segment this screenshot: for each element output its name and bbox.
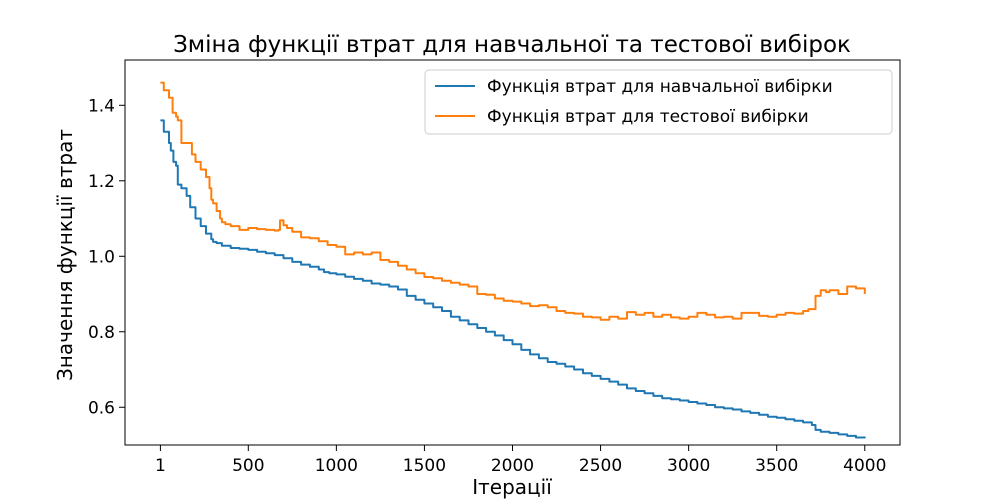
x-tick-label: 2000 <box>491 456 534 476</box>
y-tick-label: 0.8 <box>88 323 115 343</box>
y-tick-label: 0.6 <box>88 398 115 418</box>
x-tick-label: 3000 <box>667 456 710 476</box>
y-tick-label: 1.4 <box>88 96 115 116</box>
chart-title: Зміна функції втрат для навчальної та те… <box>173 32 851 58</box>
x-tick-label: 500 <box>232 456 264 476</box>
legend-box <box>424 69 893 135</box>
y-tick-label: 1.2 <box>88 172 115 192</box>
x-axis-label: Ітерації <box>472 475 552 499</box>
y-tick-label: 1.0 <box>88 247 115 267</box>
y-axis-label: Значення функції втрат <box>53 129 77 381</box>
x-tick-label: 1500 <box>403 456 446 476</box>
legend-label-2: Функція втрат для тестової вибірки <box>487 107 809 127</box>
legend: Функція втрат для навчальної вибірки Функ… <box>424 69 893 135</box>
x-tick-label: 1 <box>155 456 166 476</box>
series-line-1 <box>160 119 866 439</box>
plot-area: 1 500 1000 1500 2000 2500 3000 3500 40000.60.81.… <box>88 59 901 476</box>
x-tick-label: 2500 <box>579 456 622 476</box>
x-tick-label: 1000 <box>315 456 358 476</box>
x-tick-label: 3500 <box>755 456 798 476</box>
series-line-2 <box>160 81 866 321</box>
x-tick-label: 4000 <box>843 456 886 476</box>
legend-label-1: Функція втрат для навчальної вибірки <box>487 77 833 97</box>
